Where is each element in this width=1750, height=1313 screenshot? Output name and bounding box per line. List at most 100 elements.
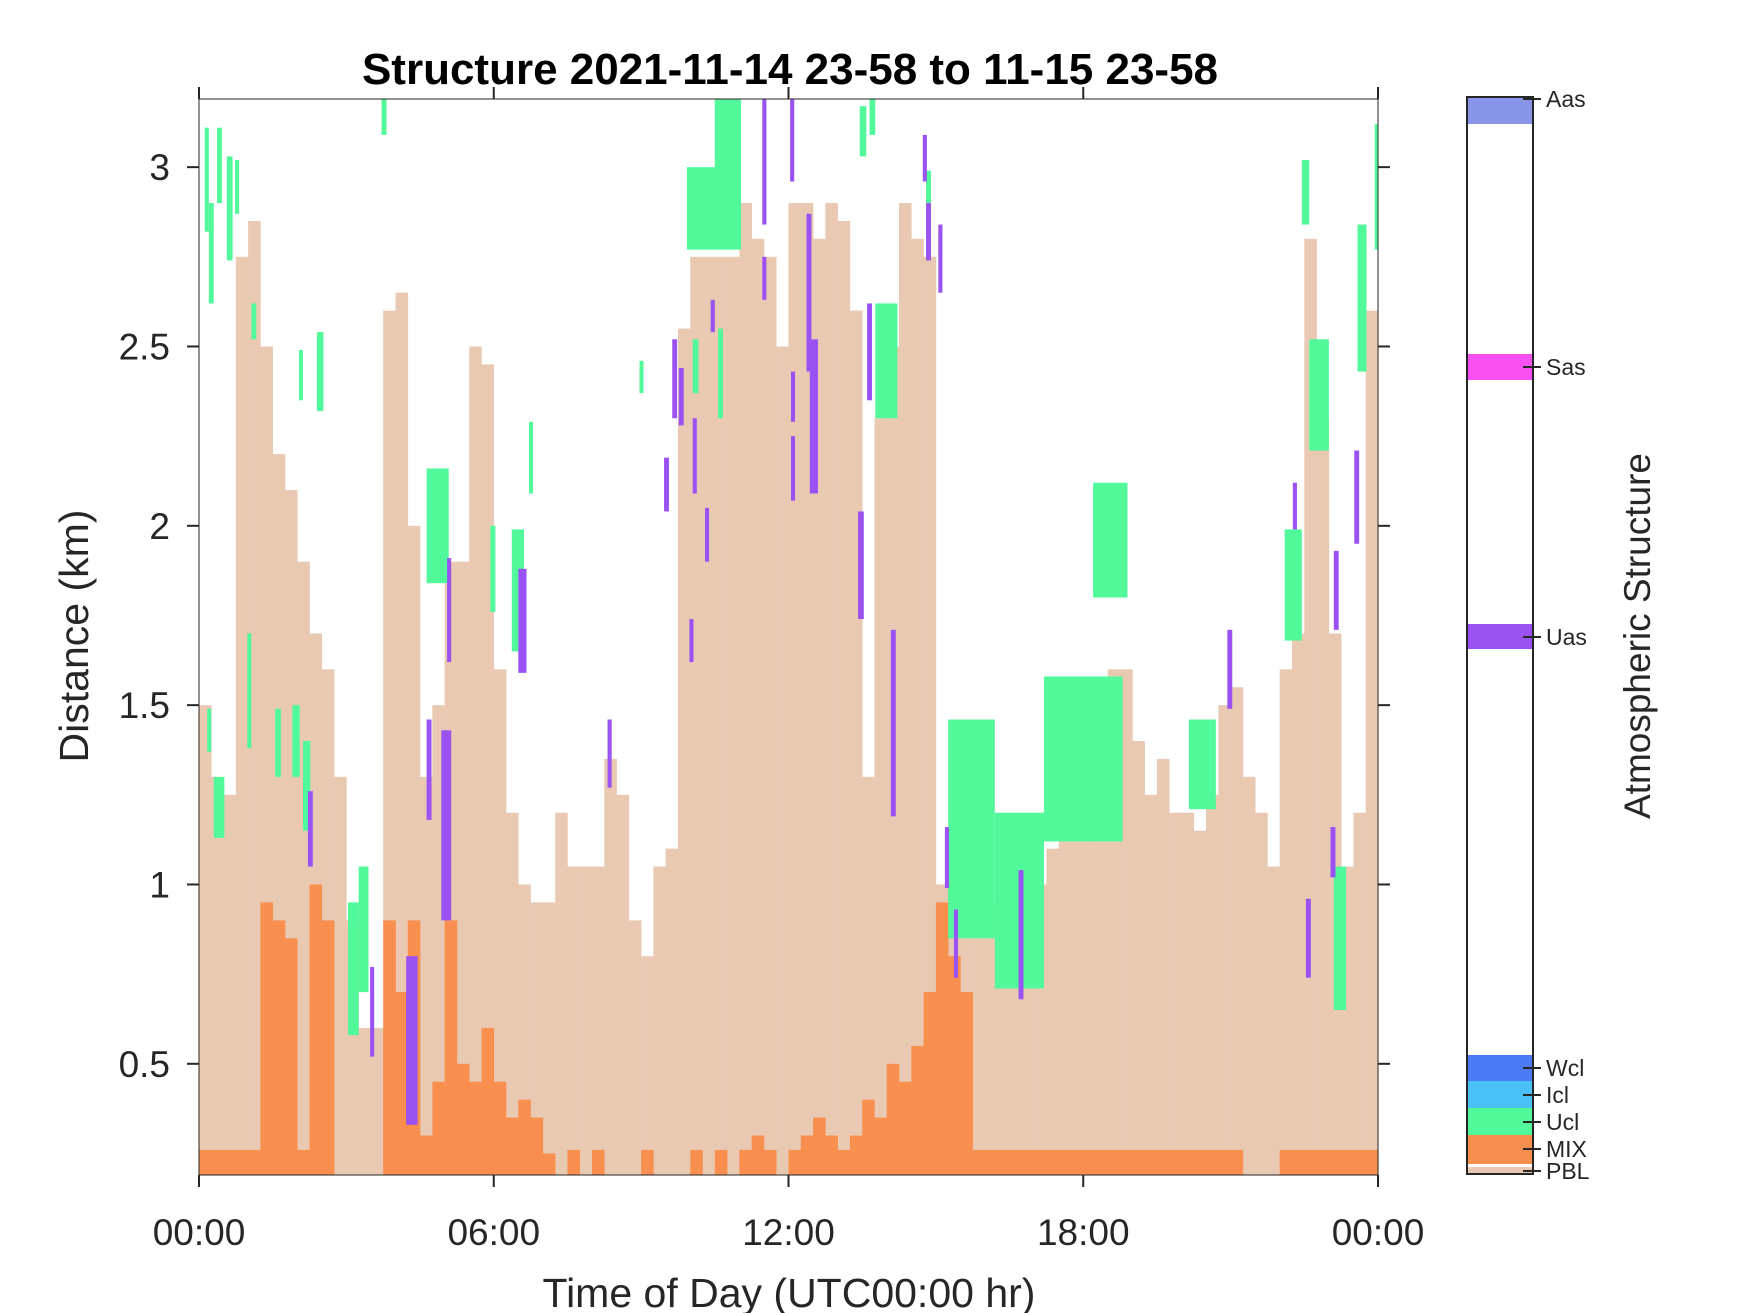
mix-bar [1341, 1149, 1354, 1175]
pbl-bar [628, 920, 642, 1175]
pbl-bar [837, 220, 851, 1175]
uas-layer [926, 203, 931, 261]
pbl-bar [911, 238, 924, 1175]
ucl-layer [859, 106, 867, 157]
ucl-layer [1374, 124, 1378, 250]
uas-layer [938, 224, 943, 293]
pbl-bar [1218, 705, 1231, 1175]
uas-layer [370, 966, 375, 1057]
pbl-bar [530, 902, 544, 1175]
mix-bar [248, 1149, 261, 1175]
colorbar-label-mix: MIX [1546, 1136, 1587, 1162]
colorbar-label-sas: Sas [1546, 354, 1586, 380]
ucl-layer [714, 99, 742, 221]
pbl-bar [604, 758, 617, 1175]
pbl-bar [739, 203, 752, 1175]
pbl-bar [555, 812, 568, 1175]
pbl-bar [1292, 633, 1305, 1175]
uas-layer [809, 339, 818, 494]
x-axis-label: Time of Day (UTC00:00 hr) [543, 1270, 1036, 1313]
pbl-bar [297, 561, 310, 1175]
pbl-bar [1353, 812, 1367, 1175]
ucl-layer [1188, 719, 1216, 810]
pbl-bar [776, 346, 789, 1175]
mix-bar [297, 1149, 310, 1175]
ucl-layer [381, 99, 387, 135]
pbl-bar [1120, 669, 1133, 1175]
x-tick-label: 00:00 [1332, 1212, 1425, 1253]
mix-bar [763, 1149, 777, 1175]
uas-layer [678, 368, 684, 426]
colorbar-swatch-pbl [1467, 1167, 1533, 1174]
pbl-bar [641, 956, 654, 1175]
colorbar-label-pbl: PBL [1546, 1158, 1590, 1184]
ucl-layer [1043, 676, 1123, 842]
uas-layer [692, 418, 697, 494]
pbl-bar [248, 220, 261, 1175]
mix-bar [1156, 1149, 1170, 1175]
mix-bar [567, 1149, 581, 1175]
pbl-bar [395, 292, 409, 1175]
ucl-layer [275, 708, 281, 777]
mix-bar [395, 992, 409, 1175]
pbl-bar [1156, 758, 1170, 1175]
pbl-bar [923, 256, 937, 1175]
mix-bar [260, 902, 273, 1175]
pbl-bar [1279, 669, 1293, 1175]
pbl-bar [763, 256, 777, 1175]
mix-bar [199, 1149, 212, 1175]
uas-layer [790, 371, 796, 422]
ucl-layer [348, 902, 359, 1036]
colorbar-swatch-sas [1467, 354, 1533, 380]
mix-bar [1169, 1149, 1182, 1175]
pbl-bar [542, 902, 556, 1175]
mix-bar [1132, 1149, 1145, 1175]
ucl-layer [1357, 224, 1367, 372]
y-tick-label: 1 [149, 864, 170, 905]
ucl-layer [1284, 529, 1302, 641]
chart-title: Structure 2021-11-14 23-58 to 11-15 23-5… [362, 45, 1218, 94]
pbl-bar [1193, 830, 1207, 1175]
colorbar-label-icl: Icl [1546, 1082, 1569, 1108]
uas-layer [441, 730, 452, 921]
mix-bar [1058, 1149, 1072, 1175]
y-axis-label: Distance (km) [51, 510, 97, 763]
mix-bar [1181, 1149, 1195, 1175]
colorbar-swatch-wcl [1467, 1055, 1533, 1081]
pbl-bar [788, 203, 802, 1175]
mix-bar [1353, 1149, 1367, 1175]
uas-layer [790, 99, 795, 182]
y-tick-label: 0.5 [119, 1044, 170, 1085]
mix-bar [481, 1027, 495, 1175]
mix-bar [1279, 1149, 1293, 1175]
mix-bar [1304, 1149, 1317, 1175]
mix-bar [641, 1149, 654, 1175]
pbl-bar [874, 418, 888, 1175]
uas-layer [944, 827, 949, 889]
mix-bar [1206, 1149, 1219, 1175]
pbl-bar [849, 310, 863, 1175]
ucl-layer [226, 156, 233, 261]
pbl-bar [358, 1027, 372, 1175]
mix-bar [530, 1117, 544, 1175]
pbl-bar [493, 669, 507, 1175]
uas-layer [426, 719, 432, 820]
mix-bar [469, 1081, 482, 1175]
pbl-bar [1132, 741, 1145, 1175]
colorbar-swatch-uas [1467, 624, 1533, 649]
uas-layer [1227, 629, 1233, 709]
pbl-bar [665, 848, 679, 1175]
pbl-bar [1083, 794, 1096, 1175]
uas-layer [953, 909, 958, 978]
ucl-layer [208, 203, 214, 304]
uas-layer [922, 134, 927, 182]
ucl-layer [213, 776, 225, 838]
mix-bar [874, 1117, 888, 1175]
pbl-bar [1058, 812, 1072, 1175]
uas-layer [607, 719, 612, 788]
mix-bar [788, 1149, 802, 1175]
ucl-layer [875, 303, 898, 419]
mix-bar [383, 920, 396, 1175]
ucl-layer [302, 741, 311, 831]
colorbar-frame [1466, 96, 1534, 1175]
